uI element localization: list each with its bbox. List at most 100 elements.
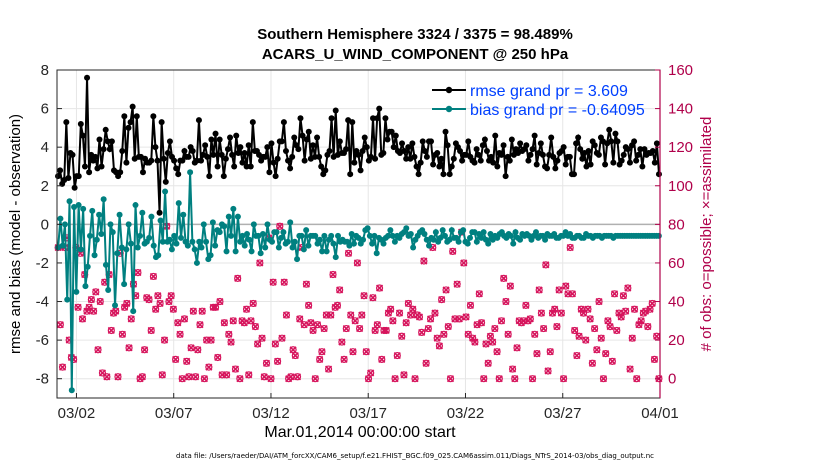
- data-point-1: [287, 219, 294, 226]
- data-point-1: [460, 227, 467, 234]
- data-point-0: [428, 138, 435, 145]
- possible-obs-marker: [389, 317, 397, 325]
- data-point-0: [595, 151, 602, 158]
- data-point-0: [539, 151, 546, 158]
- possible-obs-marker: [438, 296, 446, 304]
- possible-obs-marker: [586, 315, 594, 323]
- possible-obs-marker: [344, 249, 353, 257]
- data-point-0: [490, 159, 497, 166]
- data-point-0: [566, 153, 573, 160]
- data-point-0: [154, 157, 161, 164]
- possible-obs-marker: [269, 278, 277, 286]
- possible-obs-marker: [413, 311, 421, 319]
- data-point-1: [485, 240, 492, 247]
- assimilated-obs-marker: [191, 373, 200, 381]
- assimilated-obs-marker: [225, 330, 233, 338]
- possible-obs-marker: [395, 309, 404, 317]
- data-point-0: [204, 153, 211, 160]
- assimilated-obs-marker: [291, 351, 299, 360]
- data-point-0: [508, 136, 515, 143]
- possible-obs-marker: [526, 315, 534, 323]
- data-point-1: [360, 236, 367, 243]
- data-point-0: [548, 134, 555, 141]
- data-point-0: [415, 171, 422, 178]
- assimilated-obs-marker: [356, 324, 364, 333]
- data-point-0: [633, 157, 640, 164]
- possible-obs-marker: [566, 243, 574, 252]
- assimilated-obs-marker: [145, 296, 153, 304]
- assimilated-obs-marker: [196, 321, 204, 329]
- assimilated-obs-marker: [546, 348, 554, 356]
- data-point-0: [150, 113, 157, 120]
- assimilated-obs-marker: [269, 278, 277, 286]
- possible-obs-marker: [273, 357, 282, 365]
- assimilated-obs-marker: [540, 324, 548, 333]
- data-point-0: [411, 153, 418, 160]
- assimilated-obs-marker: [542, 261, 550, 269]
- assimilated-obs-marker: [90, 307, 98, 315]
- data-point-0: [641, 146, 648, 153]
- assimilated-obs-marker: [395, 309, 404, 317]
- possible-obs-marker: [582, 336, 590, 344]
- data-point-0: [380, 149, 387, 156]
- y-tick-label-left: 8: [41, 62, 49, 79]
- data-point-0: [483, 148, 490, 155]
- assimilated-obs-marker: [593, 346, 601, 354]
- possible-obs-marker: [628, 334, 636, 342]
- data-point-1: [191, 246, 198, 253]
- data-point-0: [322, 167, 329, 174]
- possible-obs-marker: [440, 330, 448, 338]
- data-point-1: [180, 211, 187, 218]
- data-point-0: [100, 146, 107, 153]
- assimilated-obs-marker: [615, 309, 623, 317]
- possible-obs-marker: [94, 346, 102, 354]
- assimilated-obs-marker: [340, 355, 348, 363]
- possible-obs-marker: [619, 292, 628, 300]
- possible-obs-marker: [220, 319, 228, 327]
- data-point-0: [481, 136, 488, 143]
- data-point-1: [439, 227, 446, 234]
- assimilated-obs-marker: [626, 365, 634, 373]
- data-point-0: [651, 159, 658, 166]
- assimilated-obs-marker: [577, 305, 585, 313]
- assimilated-obs-marker: [599, 375, 608, 383]
- assimilated-obs-marker: [595, 297, 603, 306]
- possible-obs-marker: [313, 321, 322, 329]
- assimilated-obs-marker: [307, 319, 315, 327]
- possible-obs-marker: [169, 305, 177, 313]
- data-point-0: [229, 151, 236, 158]
- assimilated-obs-marker: [375, 284, 384, 292]
- assimilated-obs-marker: [141, 346, 149, 354]
- data-point-0: [370, 115, 377, 122]
- data-point-0: [585, 148, 592, 155]
- assimilated-obs-marker: [274, 357, 282, 365]
- chart-subtitle: ACARS_U_WIND_COMPONENT @ 250 hPa: [261, 46, 569, 63]
- assimilated-obs-marker: [584, 305, 592, 313]
- possible-obs-marker: [203, 336, 211, 344]
- assimilated-obs-marker: [134, 269, 142, 277]
- possible-obs-marker: [114, 373, 122, 381]
- y-tick-label-right: 80: [668, 216, 685, 233]
- data-point-0: [301, 157, 308, 164]
- data-point-0: [401, 148, 408, 155]
- possible-obs-marker: [83, 307, 91, 315]
- possible-obs-marker: [537, 309, 545, 317]
- assimilated-obs-marker: [440, 330, 448, 338]
- y-tick-label-right: 20: [668, 332, 685, 349]
- assimilated-obs-marker: [475, 290, 483, 298]
- possible-obs-marker: [78, 315, 87, 323]
- data-point-1: [112, 302, 119, 309]
- assimilated-obs-marker: [486, 332, 494, 340]
- possible-obs-marker: [491, 324, 499, 333]
- data-point-0: [193, 157, 200, 164]
- possible-obs-marker: [451, 315, 459, 323]
- data-point-0: [612, 130, 619, 137]
- possible-obs-marker: [599, 375, 608, 383]
- assimilated-obs-marker: [650, 355, 659, 363]
- data-point-0: [527, 151, 534, 158]
- data-point-0: [309, 142, 316, 149]
- data-point-0: [506, 157, 513, 164]
- possible-obs-marker: [121, 303, 129, 311]
- possible-obs-marker: [555, 286, 563, 294]
- data-point-0: [69, 151, 76, 158]
